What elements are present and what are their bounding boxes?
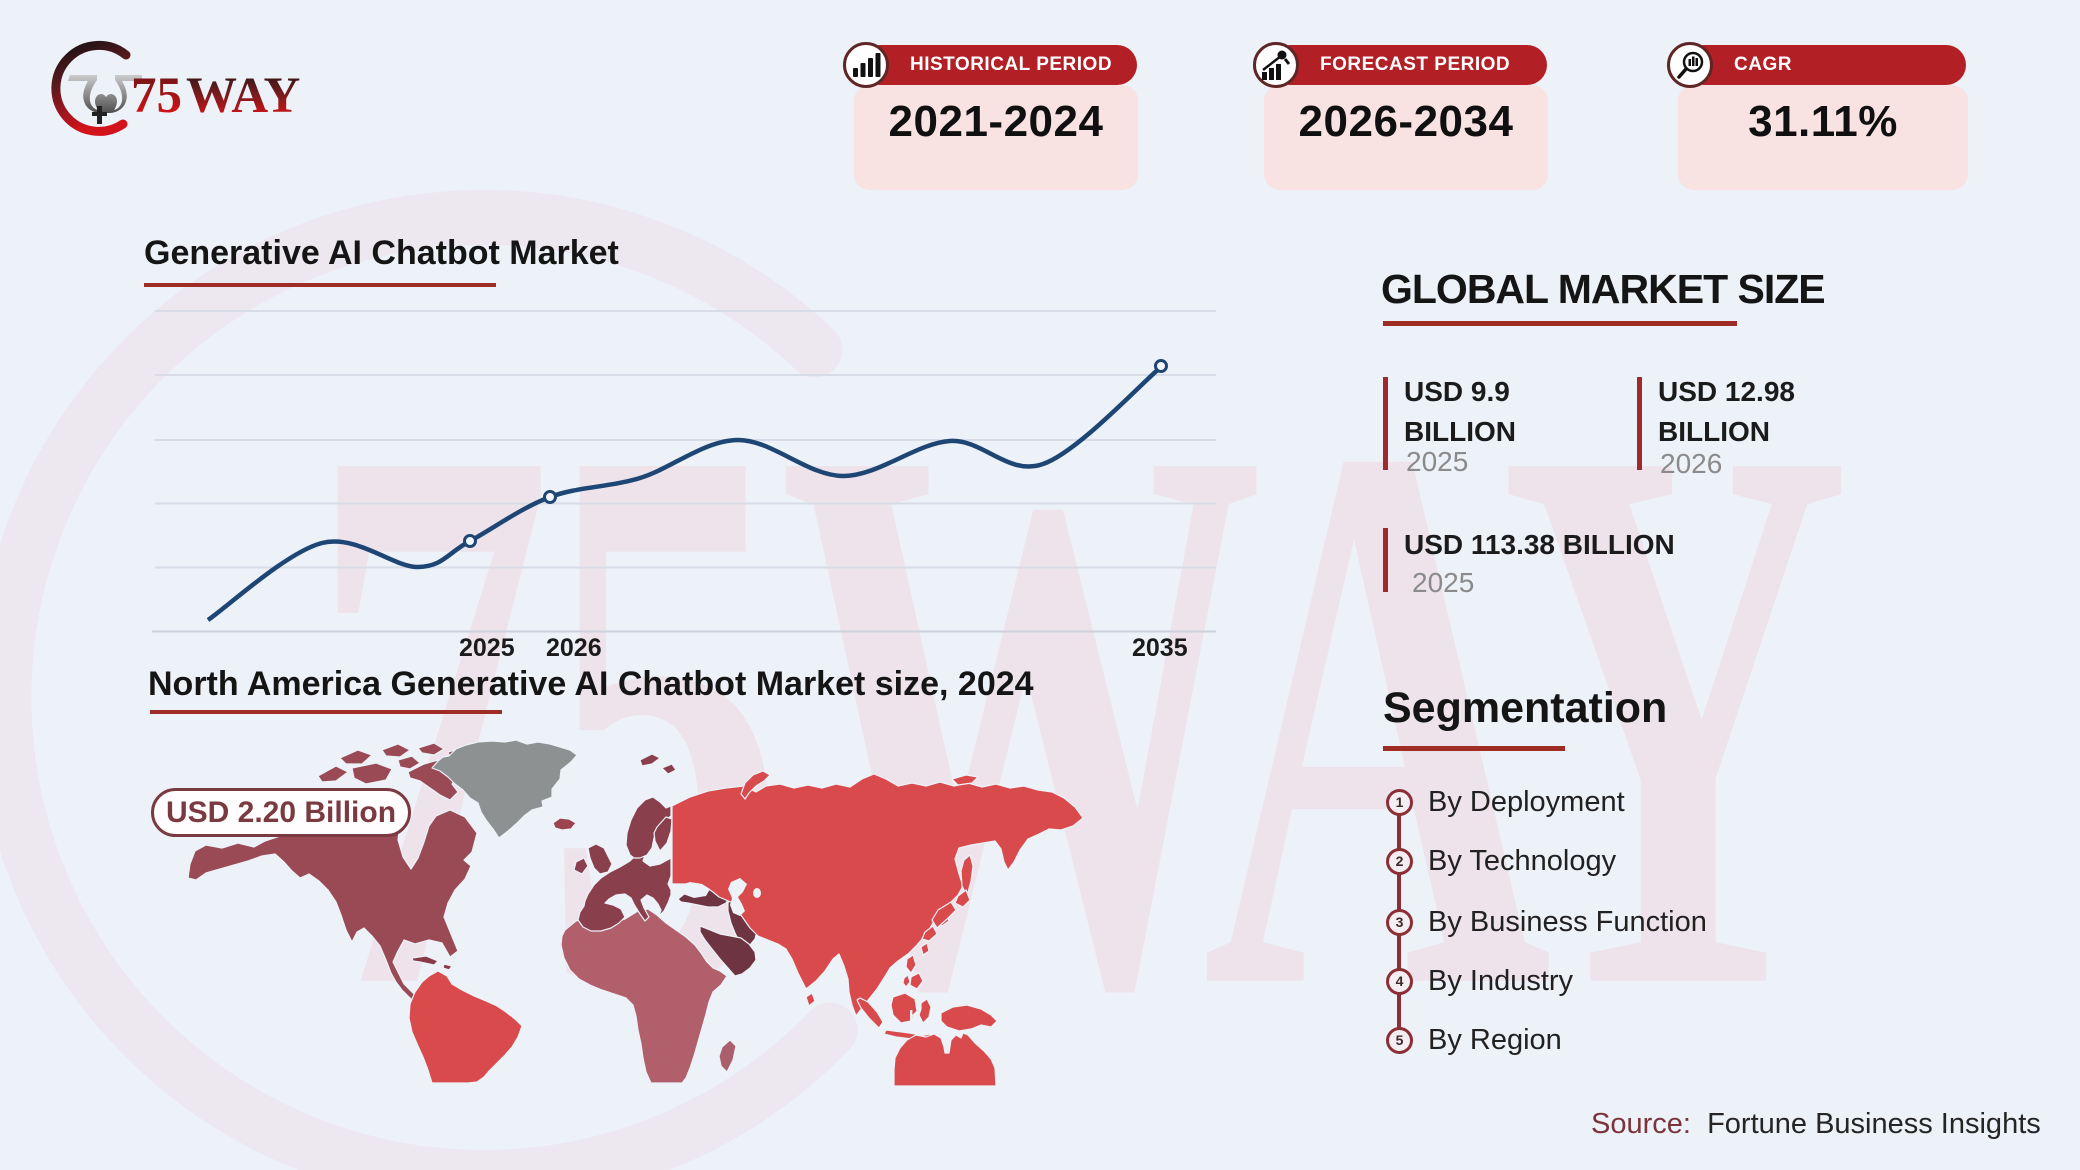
svg-text:75WAY: 75WAY	[310, 281, 1842, 1151]
svg-text:K: K	[909, 1008, 921, 1025]
svg-text:75: 75	[131, 68, 182, 124]
svg-text:WAY: WAY	[186, 68, 300, 124]
